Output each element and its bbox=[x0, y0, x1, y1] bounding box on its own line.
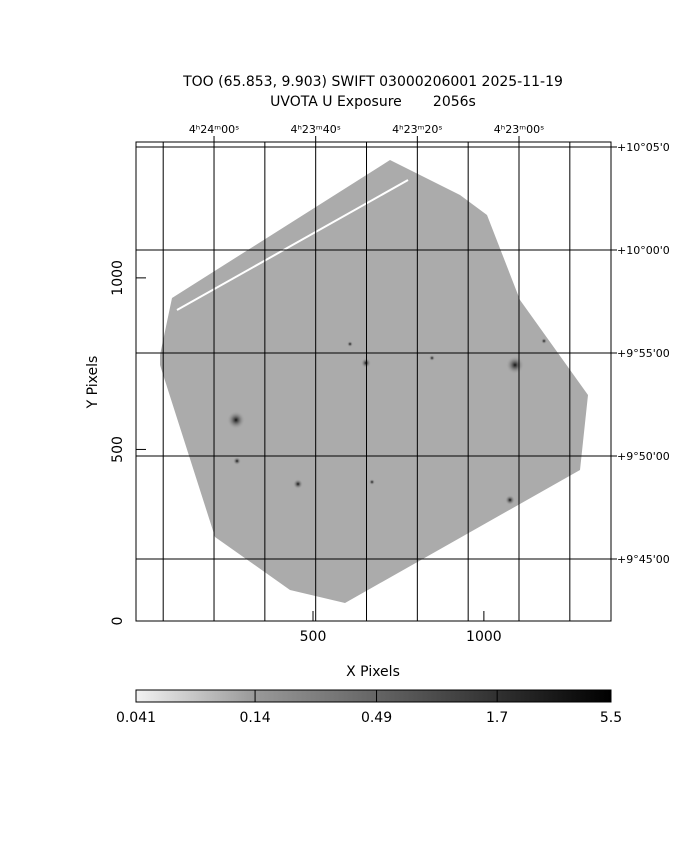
colorbar-tick-label: 0.49 bbox=[361, 710, 392, 726]
star bbox=[233, 457, 241, 465]
star bbox=[293, 479, 303, 489]
streak bbox=[176, 179, 409, 311]
colorbar-tick-label: 0.14 bbox=[239, 710, 270, 726]
dec-tick-label: +9°45'00 bbox=[617, 553, 670, 566]
chart-title: TOO (65.853, 9.903) SWIFT 03000206001 20… bbox=[182, 74, 563, 90]
x-tick-label: 1000 bbox=[466, 629, 502, 645]
ra-tick-label: 4ʰ23ᵐ00ˢ bbox=[494, 123, 544, 136]
ra-tick-label: 4ʰ24ᵐ00ˢ bbox=[189, 123, 239, 136]
ra-tick-label: 4ʰ23ᵐ20ˢ bbox=[392, 123, 442, 136]
y-axis-label: Y Pixels bbox=[85, 356, 101, 410]
colorbar bbox=[135, 689, 612, 703]
dec-tick-label: +9°50'00 bbox=[617, 450, 670, 463]
sky-image bbox=[160, 160, 588, 603]
exposure-footprint bbox=[160, 160, 588, 603]
dec-tick-label: +10°00'0 bbox=[617, 244, 670, 257]
star bbox=[361, 358, 371, 368]
star bbox=[541, 338, 547, 344]
dec-tick-label: +10°05'0 bbox=[617, 141, 670, 154]
star bbox=[505, 495, 515, 505]
y-tick-label: 500 bbox=[110, 436, 126, 463]
star bbox=[429, 355, 435, 361]
colorbar-tick-label: 0.041 bbox=[116, 710, 156, 726]
star bbox=[506, 356, 524, 374]
y-tick-label: 1000 bbox=[110, 260, 126, 296]
dec-tick-label: +9°55'00 bbox=[617, 347, 670, 360]
ra-tick-label: 4ʰ23ᵐ40ˢ bbox=[290, 123, 340, 136]
star bbox=[347, 341, 353, 347]
colorbar-tick-label: 1.7 bbox=[486, 710, 508, 726]
star bbox=[369, 479, 375, 485]
y-tick-label: 0 bbox=[110, 617, 126, 626]
chart-subtitle: UVOTA U Exposure 2056s bbox=[270, 94, 476, 110]
x-tick-label: 500 bbox=[300, 629, 327, 645]
x-axis-label: X Pixels bbox=[346, 664, 400, 680]
plot-frame bbox=[135, 141, 612, 622]
star bbox=[227, 411, 245, 429]
colorbar-tick-label: 5.5 bbox=[600, 710, 622, 726]
